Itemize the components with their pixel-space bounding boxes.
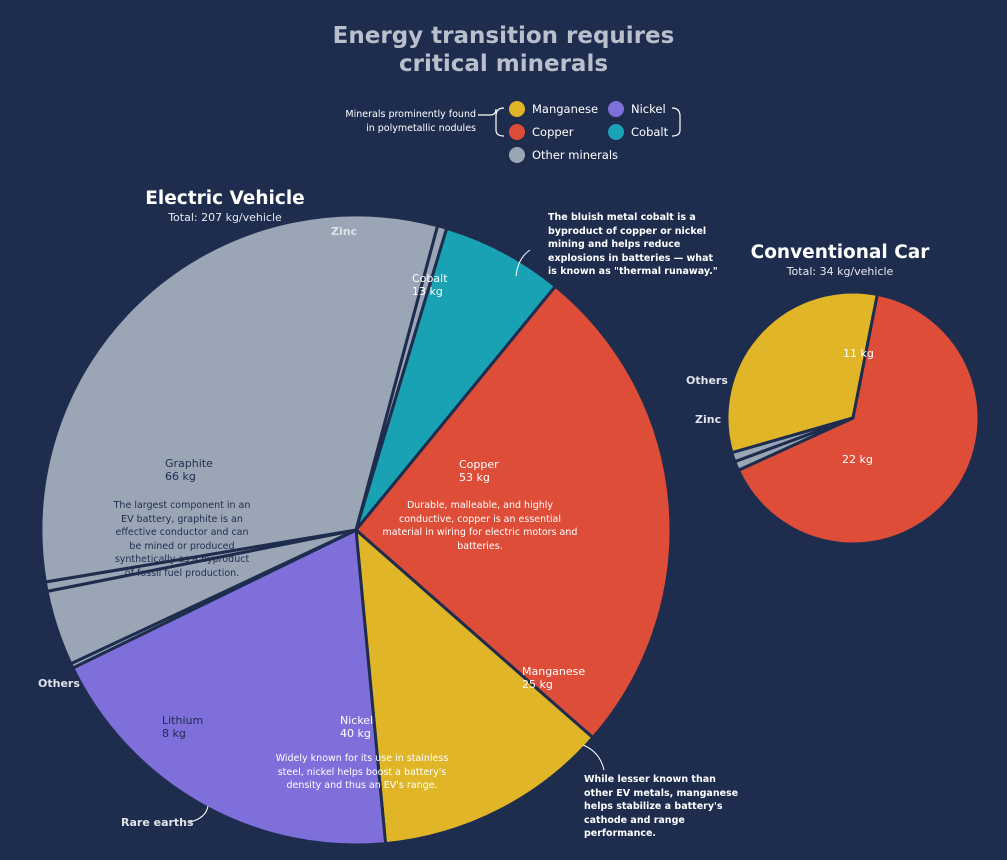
ev-outer-label-zinc: Zinc: [331, 225, 358, 238]
ev-chart-subtitle: Total: 207 kg/vehicle: [168, 211, 282, 224]
car-label-manganese-value: 11 kg: [843, 347, 874, 360]
nickel-description: Widely known for its use in stainless st…: [275, 753, 449, 791]
nickel-value: 40 kg: [340, 727, 371, 740]
cobalt-callout-line: [515, 249, 531, 277]
legend-left-bracket: [495, 107, 505, 137]
legend-brackets: [478, 107, 681, 137]
legend-label-nickel: Nickel: [631, 102, 666, 116]
cobalt-value: 13 kg: [412, 285, 443, 298]
legend-item-copper: Copper: [509, 124, 573, 140]
ev-slice-graphite: [39, 213, 440, 584]
nickel-name: Nickel: [340, 714, 374, 727]
cobalt-note: The bluish metal cobalt is a byproduct o…: [548, 212, 718, 277]
ev-label-manganese: Manganese 25 kg: [522, 665, 585, 691]
manganese-value: 25 kg: [522, 678, 553, 691]
ev-label-lithium: Lithium 8 kg: [162, 714, 203, 740]
title-line-2: critical minerals: [398, 51, 609, 77]
legend-label-cobalt: Cobalt: [631, 125, 669, 139]
legend-connector-line: [478, 108, 497, 116]
chart-title: Energy transition requires critical mine…: [0, 22, 1007, 78]
manganese-name: Manganese: [522, 665, 586, 678]
graphite-description: The largest component in an EV battery, …: [113, 500, 251, 579]
car-pie: [725, 290, 981, 546]
graphite-name: Graphite: [165, 457, 213, 470]
ev-slice-cobalt: [354, 226, 557, 532]
other-minerals-swatch-icon: [509, 147, 525, 163]
ev-label-cobalt: Cobalt 13 kg: [412, 272, 448, 298]
car-outer-label-zinc: Zinc: [695, 413, 722, 426]
manganese-note: While lesser known than other EV metals,…: [584, 774, 739, 839]
car-slice-copper: [736, 292, 981, 546]
ev-pie: [39, 213, 673, 847]
car-chart-subtitle: Total: 34 kg/vehicle: [786, 265, 894, 278]
legend-item-other-minerals: Other minerals: [509, 147, 618, 163]
ev-outer-label-rare-earths: Rare earths: [121, 816, 194, 829]
lithium-value: 8 kg: [162, 727, 186, 740]
ev-outer-label-others: Others: [38, 677, 80, 690]
lithium-name: Lithium: [162, 714, 204, 727]
manganese-swatch-icon: [509, 101, 525, 117]
car-slice-manganese: [725, 290, 879, 455]
manganese-callout-line: [582, 744, 605, 771]
legend-right-bracket: [671, 107, 681, 137]
ev-label-copper: Copper 53 kg: [459, 458, 499, 484]
legend-note-line-2: in polymetallic nodules: [366, 123, 476, 134]
legend-label-other-minerals: Other minerals: [532, 148, 619, 162]
cobalt-swatch-icon: [608, 124, 624, 140]
graphite-value: 66 kg: [165, 470, 196, 483]
car-outer-label-others: Others: [686, 374, 728, 387]
ev-slice-manganese: [354, 528, 595, 846]
ev-slice-copper: [354, 284, 673, 740]
title-line-1: Energy transition requires: [332, 23, 675, 49]
ev-chart-title: Electric Vehicle: [145, 188, 305, 209]
legend-note-line-1: Minerals prominently found: [345, 109, 476, 120]
car-chart-title: Conventional Car: [750, 242, 930, 263]
copper-name: Copper: [459, 458, 499, 471]
nickel-swatch-icon: [608, 101, 624, 117]
rare-earths-callout-line: [189, 805, 209, 823]
ev-label-nickel: Nickel 40 kg: [340, 714, 373, 740]
copper-value: 53 kg: [459, 471, 490, 484]
cobalt-name: Cobalt: [412, 272, 448, 285]
ev-slice-nickel: [71, 528, 388, 847]
legend-label-manganese: Manganese: [532, 102, 599, 116]
copper-description: Durable, malleable, and highly conductiv…: [382, 500, 578, 552]
copper-swatch-icon: [509, 124, 525, 140]
car-label-copper-value: 22 kg: [842, 453, 873, 466]
legend-item-nickel: Nickel: [608, 101, 666, 117]
legend-label-copper: Copper: [532, 125, 574, 139]
car-slice-others: [730, 416, 855, 464]
ev-label-graphite: Graphite 66 kg: [165, 457, 213, 483]
legend-item-manganese: Manganese: [509, 101, 598, 117]
legend-item-cobalt: Cobalt: [608, 124, 668, 140]
legend-note: Minerals prominently found in polymetall…: [300, 108, 476, 136]
